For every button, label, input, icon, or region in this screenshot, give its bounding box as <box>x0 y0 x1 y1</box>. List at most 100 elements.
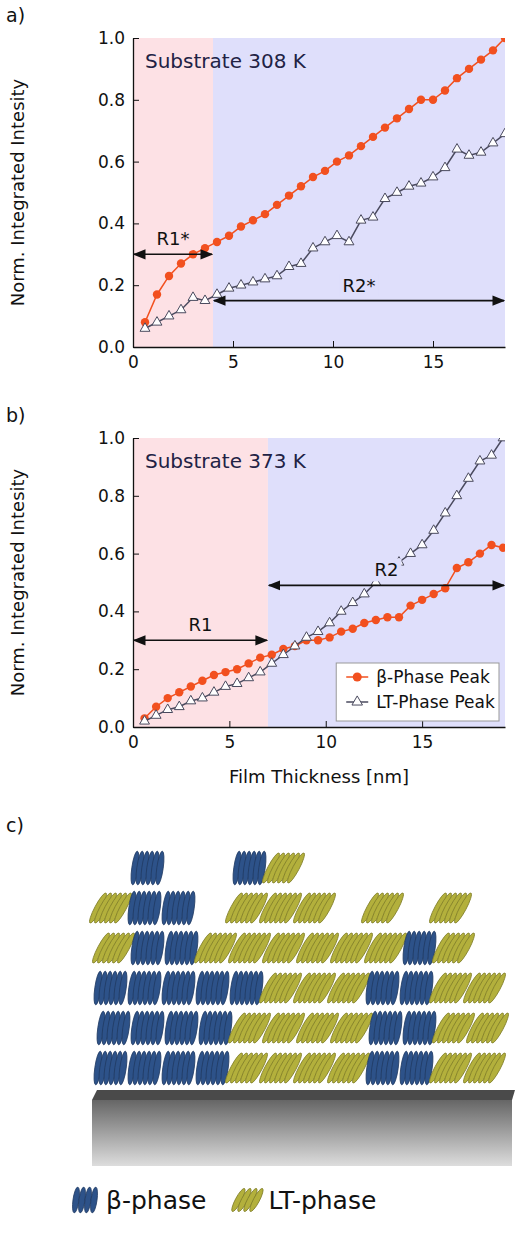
molecule <box>384 891 406 924</box>
tick-mark <box>133 496 139 497</box>
data-point <box>463 473 473 482</box>
data-point <box>416 178 426 187</box>
region <box>213 38 505 347</box>
legend-box <box>336 663 499 721</box>
molecule <box>151 971 162 1006</box>
data-point <box>221 668 229 676</box>
legend-label: LT-Phase Peak <box>376 692 495 712</box>
molecule <box>154 931 165 966</box>
tick-mark <box>326 721 327 727</box>
tick-label: 0.6 <box>98 544 125 564</box>
tick-label: 0.2 <box>98 275 125 295</box>
data-point <box>249 216 257 224</box>
data-point <box>405 105 413 113</box>
substrate-top <box>92 1090 515 1100</box>
molecule <box>185 1051 196 1086</box>
data-point <box>453 564 461 572</box>
data-point <box>237 222 245 230</box>
data-point <box>175 688 183 696</box>
tick-label: 5 <box>228 352 239 372</box>
diagram: c)β-phaseLT-phase <box>6 814 515 1215</box>
tick-mark <box>133 721 134 727</box>
region-label: R2* <box>343 275 376 296</box>
chart-panel: 0.0 0.2 0.4 0.6 0.8 1.0 051015 Substrate 373 K N… <box>6 404 508 787</box>
data-point <box>210 671 218 679</box>
tick: 0.4 <box>98 601 139 621</box>
data-point <box>296 258 306 267</box>
data-point <box>325 617 335 626</box>
data-point <box>308 242 318 251</box>
tick-label: 0.4 <box>98 601 125 621</box>
region-label: R1* <box>157 228 190 249</box>
legend-label: β-phase <box>106 1186 206 1215</box>
tick: 0.8 <box>98 486 139 506</box>
data-point <box>381 123 389 131</box>
data-point <box>140 323 150 332</box>
region-label: R1 <box>188 614 212 635</box>
tick: 15 <box>412 721 434 752</box>
data-point <box>501 38 505 42</box>
molecule <box>117 971 128 1006</box>
axis-line <box>133 439 134 728</box>
tick: 10 <box>323 341 345 372</box>
data-point <box>140 716 150 725</box>
data-point <box>151 710 161 719</box>
region-label-group: R1* <box>154 227 193 250</box>
data-point <box>260 273 270 282</box>
figure: 0.00.20.40.60.81.0051015Substrate 308 KN… <box>0 0 515 1235</box>
tick-mark <box>433 341 434 347</box>
data-point <box>418 596 426 604</box>
region-label: R2 <box>374 559 398 580</box>
data-point <box>273 201 281 209</box>
molecule <box>154 851 165 886</box>
tick-label: 1.0 <box>98 428 125 448</box>
panel-label: b) <box>6 404 25 426</box>
data-point <box>163 704 173 713</box>
data-point <box>440 162 450 171</box>
data-point <box>325 633 333 641</box>
tick: 0.8 <box>98 90 139 110</box>
data-point <box>244 659 252 667</box>
data-point <box>248 276 258 285</box>
molecule <box>151 1051 162 1086</box>
data-point <box>345 151 353 159</box>
molecule <box>486 971 508 1004</box>
data-point <box>344 236 354 245</box>
tick-mark <box>133 611 139 612</box>
data-point <box>368 212 378 221</box>
chart-title: Substrate 373 K <box>145 449 307 473</box>
molecule <box>285 851 307 884</box>
data-point <box>406 548 416 557</box>
legend-swatch <box>352 696 363 705</box>
molecule <box>486 1051 508 1084</box>
data-point <box>440 507 450 516</box>
tick-mark <box>229 721 230 727</box>
tick-label: 0.0 <box>98 717 125 737</box>
tick: 15 <box>423 341 445 372</box>
molecule <box>185 971 196 1006</box>
data-point <box>267 658 277 667</box>
tick: 0.2 <box>98 659 139 679</box>
label-patch <box>185 613 215 636</box>
tick: 0.6 <box>98 152 139 172</box>
y-axis-title: Norm. Integrated Intesity <box>7 468 28 696</box>
data-point <box>165 272 173 280</box>
tick-label: 0 <box>128 352 139 372</box>
axis-line <box>134 727 506 728</box>
tick: 5 <box>224 721 235 752</box>
tick-label: 10 <box>323 352 345 372</box>
data-point <box>285 191 293 199</box>
data-point <box>176 304 186 313</box>
data-point <box>225 232 233 240</box>
data-point <box>406 601 414 609</box>
molecule <box>452 891 474 924</box>
data-point <box>320 236 330 245</box>
x-axis: 051015 <box>128 721 505 752</box>
data-point <box>417 96 425 104</box>
tick-mark <box>133 554 139 555</box>
data-point <box>261 210 269 218</box>
legend-swatch <box>89 1187 99 1214</box>
data-point <box>284 261 294 270</box>
data-point <box>256 653 264 661</box>
data-point <box>464 558 472 566</box>
